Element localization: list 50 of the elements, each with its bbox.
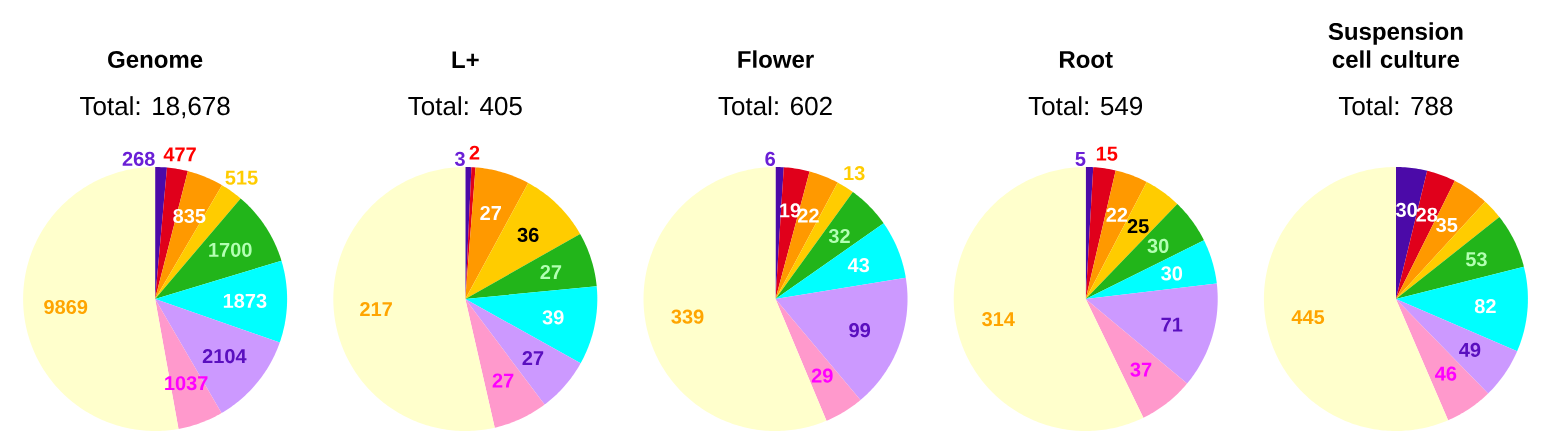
chart-title: Flower bbox=[738, 50, 814, 68]
data-label: 28 bbox=[1416, 207, 1438, 222]
data-label: 5 bbox=[1075, 151, 1086, 166]
data-label: 3 bbox=[454, 151, 465, 166]
data-label: 15 bbox=[1096, 146, 1118, 161]
data-label: 27 bbox=[492, 373, 514, 388]
data-label: 32 bbox=[828, 228, 850, 244]
data-label: 39 bbox=[542, 310, 564, 325]
data-label: 30 bbox=[1147, 238, 1169, 254]
data-label: 445 bbox=[1291, 310, 1325, 325]
chart-subtitle: Total: 788 bbox=[1338, 96, 1453, 116]
data-label: 29 bbox=[811, 368, 833, 383]
data-label: 46 bbox=[1435, 366, 1457, 381]
data-label: 30 bbox=[1395, 202, 1417, 217]
data-label: 43 bbox=[847, 258, 870, 273]
data-label: 217 bbox=[360, 302, 392, 317]
data-label: 25 bbox=[1127, 219, 1149, 234]
chart-subtitle: Total: 549 bbox=[1028, 96, 1143, 116]
data-label: 1873 bbox=[223, 293, 267, 308]
data-label: 339 bbox=[671, 309, 704, 324]
chart-title: L+ bbox=[452, 51, 479, 68]
data-label: 515 bbox=[225, 170, 258, 185]
data-label: 71 bbox=[1161, 317, 1183, 332]
data-label: 99 bbox=[849, 323, 871, 338]
data-label: 6 bbox=[765, 151, 776, 166]
data-label: 2 bbox=[469, 145, 480, 160]
data-label: 9869 bbox=[44, 299, 88, 315]
data-label: 35 bbox=[1436, 217, 1458, 233]
data-label: 314 bbox=[982, 312, 1015, 327]
data-label: 53 bbox=[1465, 252, 1487, 267]
data-label: 82 bbox=[1474, 299, 1496, 314]
data-label: 477 bbox=[163, 147, 196, 162]
data-label: 27 bbox=[540, 264, 562, 279]
data-label: 13 bbox=[844, 165, 865, 181]
data-label: 1700 bbox=[209, 242, 252, 257]
data-label: 27 bbox=[480, 205, 501, 220]
chart-subtitle: Total: 602 bbox=[718, 96, 832, 116]
chart-subtitle: Total: 405 bbox=[408, 96, 522, 116]
data-label: 49 bbox=[1459, 342, 1481, 357]
data-label: 27 bbox=[522, 351, 544, 365]
chart-title: Root bbox=[1059, 51, 1113, 68]
data-label: 37 bbox=[1130, 362, 1152, 377]
data-label: 2104 bbox=[202, 349, 247, 364]
data-label: 36 bbox=[517, 227, 539, 242]
data-label: 22 bbox=[1106, 207, 1128, 222]
chart-title: Suspension cell culture bbox=[1328, 22, 1463, 68]
chart-title: Genome bbox=[108, 50, 203, 68]
data-label: 30 bbox=[1161, 266, 1183, 281]
data-label: 268 bbox=[122, 151, 155, 166]
chart-subtitle: Total: 18,678 bbox=[80, 96, 230, 119]
